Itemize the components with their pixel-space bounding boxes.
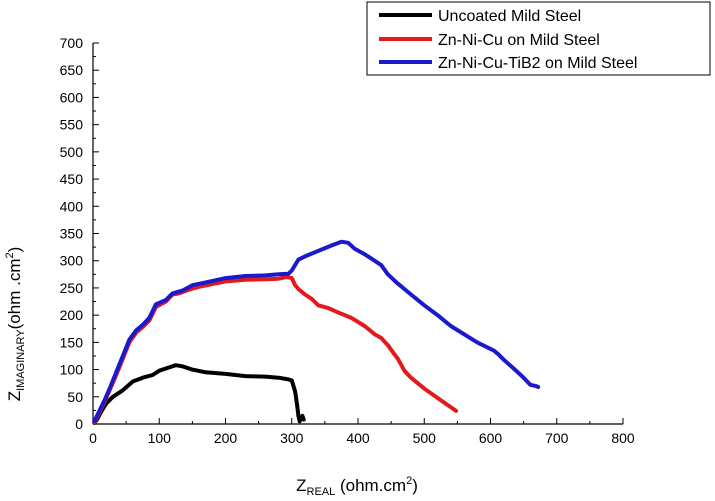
legend-entry: Zn-Ni-Cu-TiB2 on Mild Steel — [379, 55, 637, 72]
y-tick-label: 550 — [60, 117, 84, 133]
x-tick-label: 500 — [413, 430, 437, 446]
y-tick-label: 650 — [60, 62, 84, 78]
y-axis-label: ZIMAGINARY(ohm .cm2) — [4, 247, 27, 402]
y-tick-label: 500 — [60, 144, 84, 160]
y-tick-label: 200 — [60, 307, 84, 323]
y-tick-label: 100 — [60, 362, 84, 378]
x-tick-label: 200 — [214, 430, 238, 446]
legend-entry: Uncoated Mild Steel — [379, 8, 581, 25]
legend-label: Uncoated Mild Steel — [438, 8, 581, 25]
legend: Uncoated Mild Steel Zn-Ni-Cu on Mild Ste… — [366, 1, 711, 76]
x-axis-label: ZREAL (ohm.cm2) — [296, 475, 418, 498]
series-line-3 — [92, 239, 541, 424]
y-tick-label: 300 — [60, 253, 84, 269]
x-tick-label: 0 — [89, 430, 97, 446]
x-tick-label: 700 — [545, 430, 569, 446]
y-tick-label: 0 — [75, 416, 83, 432]
y-tick-label: 150 — [60, 334, 84, 350]
x-tick-label: 600 — [479, 430, 503, 446]
x-tick-label: 400 — [346, 430, 370, 446]
y-tick-label: 50 — [67, 389, 83, 405]
y-tick-label: 700 — [60, 35, 84, 51]
series-layer — [92, 239, 541, 425]
y-tick-label: 600 — [60, 89, 84, 105]
x-tick-label: 100 — [148, 430, 172, 446]
y-tick-label: 450 — [60, 171, 84, 187]
series-line-1 — [92, 363, 306, 425]
x-axis: 0 100 200 300 400 500 600 700 800 — [89, 418, 635, 446]
legend-label: Zn-Ni-Cu on Mild Steel — [438, 32, 600, 49]
y-axis: 0 50 100 150 200 250 300 350 400 450 500 550 600 650 7… — [60, 35, 99, 432]
y-tick-label: 350 — [60, 226, 84, 242]
x-tick-label: 800 — [611, 430, 635, 446]
series-line-2 — [92, 275, 459, 425]
legend-label: Zn-Ni-Cu-TiB2 on Mild Steel — [438, 55, 637, 72]
y-tick-label: 250 — [60, 280, 84, 296]
y-tick-label: 400 — [60, 198, 84, 214]
x-tick-label: 300 — [280, 430, 304, 446]
legend-entry: Zn-Ni-Cu on Mild Steel — [379, 32, 600, 49]
